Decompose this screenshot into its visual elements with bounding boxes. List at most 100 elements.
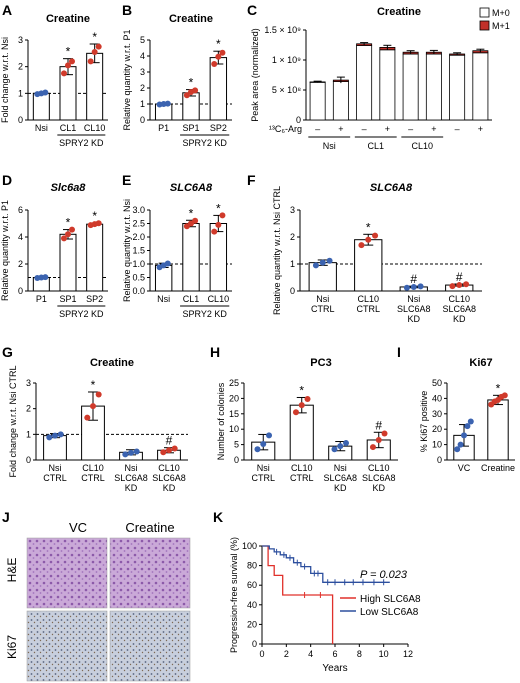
y-tick-label: 3 [26, 378, 31, 388]
significance-mark: * [92, 30, 97, 44]
chart-title: SLC6A8 [370, 182, 413, 194]
x-axis-label: Years [322, 663, 347, 674]
data-point [219, 49, 226, 56]
data-point [358, 242, 365, 249]
data-point [65, 231, 71, 238]
y-tick-label: 0 [18, 115, 23, 125]
y-tick-label: 40 [432, 393, 442, 403]
x-tick-label: 10 [379, 649, 389, 659]
y-tick-label: 10 [229, 424, 239, 434]
chart-title: Creatine [90, 357, 134, 369]
y-tick-label: 0 [252, 639, 257, 649]
data-point [375, 436, 382, 443]
data-point [501, 392, 508, 399]
y-axis-label: Relative quantity w.r.t. P1 [0, 200, 10, 301]
data-point [183, 92, 190, 99]
y-tick-label: 1 [140, 99, 145, 109]
y-axis-label: % Ki67 positive [419, 391, 429, 453]
x-tick-label: Nsi CTRL [251, 463, 275, 483]
data-point [343, 440, 350, 447]
y-tick-label: 60 [247, 580, 257, 590]
data-point [46, 434, 53, 441]
x-tick-label: 6 [332, 649, 337, 659]
significance-mark: * [66, 45, 71, 59]
data-point [456, 282, 463, 289]
data-point [331, 446, 338, 453]
y-axis-label: Relative quantity w.r.t. Nsi [122, 199, 132, 302]
data-point [95, 43, 102, 50]
panel-letter-f: F [247, 172, 256, 188]
data-point [160, 449, 167, 456]
significance-mark: * [216, 37, 221, 51]
data-point [57, 431, 64, 438]
chart-c-creatine-peak-area: Creatine 0 5 × 10⁸ 1 × 10⁹ 1.5 × 10⁹ Peak are… [250, 6, 510, 151]
x-axis-prefix-label: ¹³C₆-Arg [269, 124, 302, 134]
data-point [52, 432, 58, 439]
y-tick-label: 3 [140, 67, 145, 77]
data-point [260, 440, 267, 447]
data-point [65, 62, 71, 69]
group-label: SPRY2 KD [182, 309, 227, 319]
legend-label: M+1 [492, 21, 510, 31]
chart-k-survival: 0 20 40 60 80 100 0 2 4 6 8 10 12 Years Progression-fr… [229, 537, 421, 674]
x-tick-label: 2 [284, 649, 289, 659]
data-point [69, 226, 75, 233]
x-tick-label: 12 [403, 649, 413, 659]
bar [59, 233, 77, 292]
data-point [292, 409, 299, 416]
y-tick-label: 20 [432, 424, 442, 434]
bar [209, 57, 228, 121]
y-tick-label: 3.0 [132, 205, 145, 215]
y-tick-label: 20 [247, 619, 257, 629]
x-tick-label: – [455, 124, 460, 134]
chart-d-slc6a8-mouse: Slc6a8 0 2 4 6 Relative quantity w.r.t. P1 P1 *… [0, 182, 108, 319]
data-point [95, 391, 102, 398]
x-tick-label: CL10 SLC6A8 KD [362, 463, 396, 493]
y-tick-label: 5 [140, 35, 145, 45]
y-tick-label: 2 [290, 232, 295, 242]
x-tick-label: CL10 CTRL [81, 463, 105, 483]
y-tick-label: 0 [18, 286, 23, 296]
histology-row-label-he: H&E [5, 558, 19, 583]
y-tick-label: 80 [247, 561, 257, 571]
data-point [84, 414, 91, 421]
data-point [410, 283, 417, 290]
legend-label: High SLC6A8 [360, 594, 421, 605]
x-tick-label: 8 [357, 649, 362, 659]
x-tick-label: – [362, 124, 367, 134]
data-point [461, 432, 467, 439]
significance-mark: # [456, 270, 463, 284]
x-tick-label: VC [458, 463, 471, 473]
data-point [304, 396, 311, 403]
chart-g-creatine-knockdown: Creatine 0 1 2 3 Fold change w.r.t. Nsi CTRL N… [8, 357, 188, 493]
x-tick-label: SP1 [182, 123, 199, 133]
x-tick-label: P1 [36, 294, 47, 304]
data-point [90, 403, 96, 410]
significance-mark: # [166, 434, 173, 448]
data-point [337, 443, 344, 450]
group-label: SPRY2 KD [59, 309, 104, 319]
p-value-annotation: P = 0.023 [360, 569, 408, 581]
data-point [171, 445, 178, 452]
y-tick-label: 15 [229, 409, 239, 419]
y-tick-label: 0 [26, 455, 31, 465]
x-tick-label: Creatine [481, 463, 515, 473]
data-point [312, 262, 319, 269]
data-point [369, 444, 376, 451]
chart-title: SLC6A8 [170, 182, 213, 194]
significance-mark: * [189, 76, 194, 90]
y-tick-label: 0.0 [132, 286, 145, 296]
x-tick-label: Nsi SLC6A8 KD [397, 294, 431, 324]
panel-letter-c: C [247, 2, 257, 18]
chart-title: Slc6a8 [51, 182, 87, 194]
y-axis-label: Fold change w.r.t. Nsi [0, 37, 10, 123]
x-tick-label: 4 [308, 649, 313, 659]
x-tick-label: CL10 SLC6A8 KD [152, 463, 186, 493]
data-point [128, 449, 134, 456]
data-point [211, 61, 218, 67]
chart-i-ki67: Ki67 0 10 20 30 40 50% Ki67 positive VC * Creatin… [419, 357, 515, 473]
significance-mark: * [366, 220, 371, 234]
legend-swatch [479, 20, 490, 31]
histology-col-label-vc: VC [69, 520, 87, 535]
